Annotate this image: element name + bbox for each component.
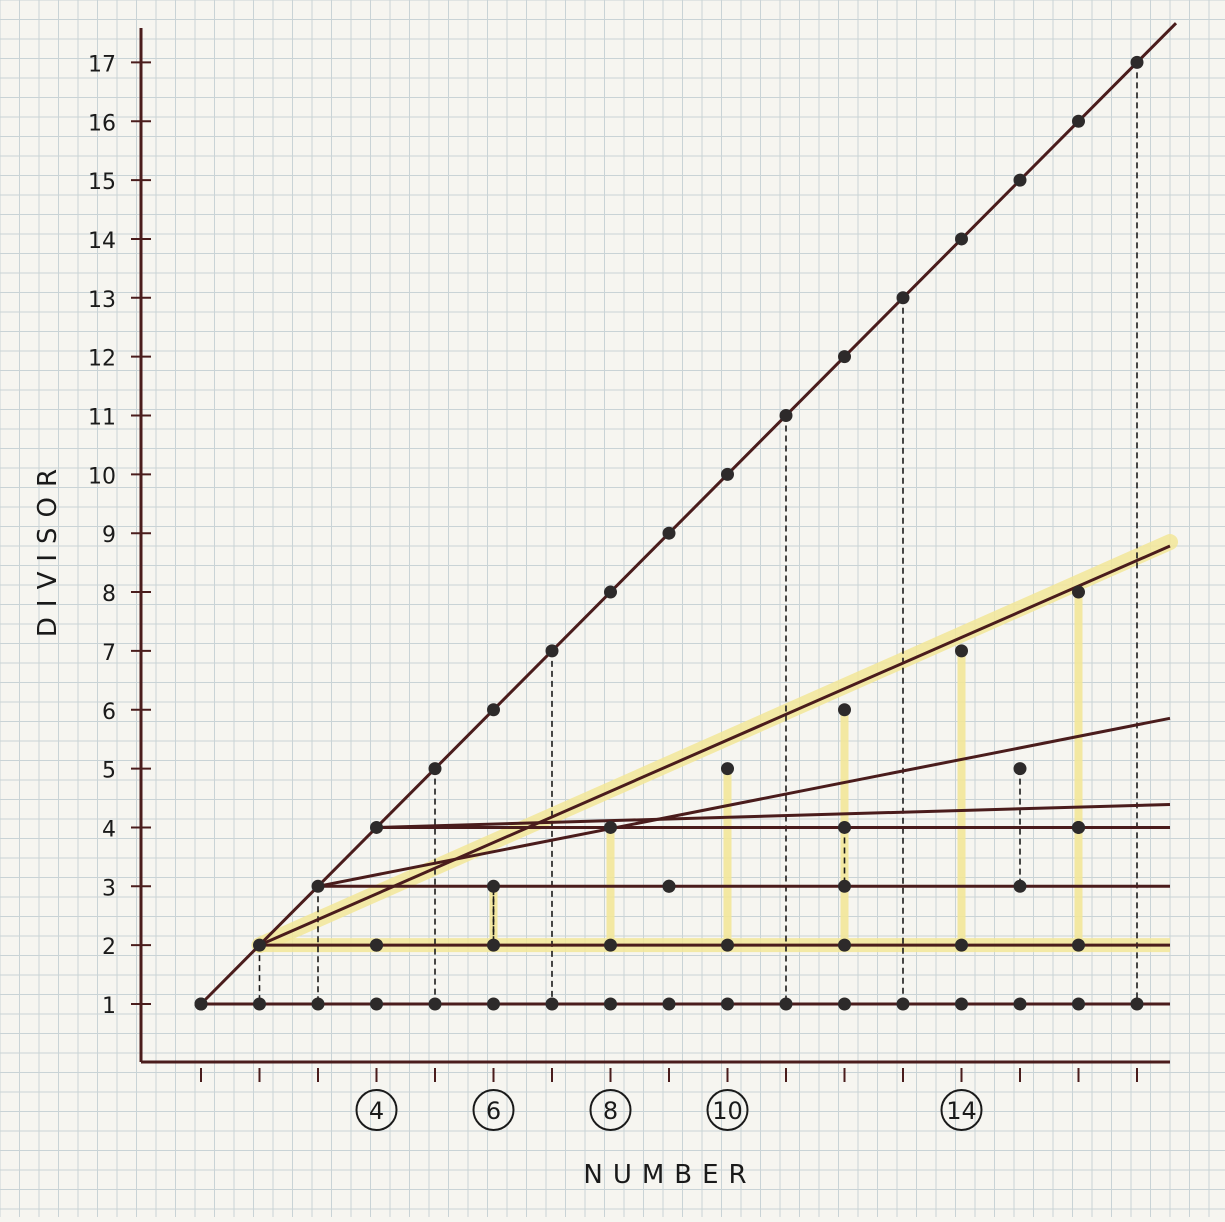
lattice-dot [253,997,266,1011]
lattice-dot [545,997,559,1011]
y-tick-label: 4 [102,817,116,842]
lattice-dot [955,997,968,1011]
lattice-dot [838,820,851,834]
lattice-dot [370,938,383,952]
lattice-dot [662,526,676,540]
lattice-dot [428,997,442,1011]
lattice-dot [955,938,968,952]
y-tick-label: 10 [88,464,116,489]
lattice-dot [838,997,851,1011]
y-tick-label: 3 [102,876,116,901]
lattice-dot [721,997,734,1011]
y-tick-label: 13 [88,288,116,313]
lattice-dot [545,644,559,658]
lattice-dot [1130,997,1144,1011]
lattice-dot [194,997,208,1011]
lattice-dot [721,762,734,776]
circled-number-ring [940,1089,983,1131]
y-tick-label: 1 [102,994,116,1019]
y-tick-label: 9 [102,523,116,548]
quotient-ray [376,802,1171,829]
lattice-dot [370,997,383,1011]
lattice-dot [1013,879,1027,893]
lattice-dot [838,879,851,893]
quotient-ray [317,716,1171,888]
lattice-dot [487,879,500,893]
labels: NUMBER DIVISOR [33,459,756,1190]
y-tick-label: 11 [88,406,116,431]
lattice-dot [487,938,500,952]
quotient-ray [258,544,1171,947]
y-tick-label: 16 [88,111,116,136]
lattice-dot [721,938,734,952]
lattice-dot [721,467,734,481]
lattice-dot [955,232,968,246]
circled-number-ring [589,1089,632,1131]
lattice-dot [1072,997,1085,1011]
lattice-dot [1013,997,1027,1011]
lattice-dot [662,879,676,893]
y-tick-label: 2 [102,935,116,960]
circled-number-label: 4 [369,1097,384,1125]
lattice-dot [311,879,325,893]
lattice-dot [838,350,851,364]
y-tick-label: 14 [88,229,116,254]
circled-number-label: 14 [946,1097,977,1125]
circled-number-ring [472,1089,515,1131]
lattice-dot [428,762,442,776]
dots [194,55,1144,1011]
lattice-dot [1013,762,1027,776]
lattice-dot [370,820,383,834]
lattice-dot [604,997,617,1011]
drop-lines [258,62,1138,1004]
lattice-dot [1013,173,1027,187]
lattice-dot [896,997,910,1011]
lattice-dot [1072,938,1085,952]
lattice-dot [779,997,793,1011]
circled-number-ring [355,1089,398,1131]
lattice-dot [1072,820,1085,834]
lattice-dot [604,585,617,599]
y-axis-label: DIVISOR [33,459,63,637]
lattice-dot [487,997,500,1011]
y-tick-label: 15 [88,170,116,195]
y-tick-label: 6 [102,700,116,725]
circled-number-label: 6 [486,1097,501,1125]
x-axis-label: NUMBER [583,1160,756,1190]
lattice-dot [662,997,676,1011]
circled-number-label: 10 [712,1097,743,1125]
lattice-dot [955,644,968,658]
lattice-dot [311,997,325,1011]
y-tick-label: 7 [102,641,116,666]
lattice-dot [1072,114,1085,128]
lattice-dot [838,703,851,717]
lattice-dot [253,938,266,952]
lattice-dot [604,938,617,952]
diagonal-line [199,22,1178,1006]
y-tick-label: 8 [102,582,116,607]
y-tick-label: 12 [88,347,116,372]
y-tick-label: 17 [88,52,116,77]
circled-number-ring [706,1089,749,1131]
circled-number-label: 8 [603,1097,618,1125]
y-tick-label: 5 [102,759,116,784]
lattice-dot [896,291,910,305]
lattice-dot [487,703,500,717]
lattice-dot [604,820,617,834]
lattice-dot [838,938,851,952]
divisor-rays [199,22,1178,1006]
lattice-dot [1072,585,1085,599]
lattice-dot [1130,55,1144,69]
lattice-dot [779,409,793,422]
